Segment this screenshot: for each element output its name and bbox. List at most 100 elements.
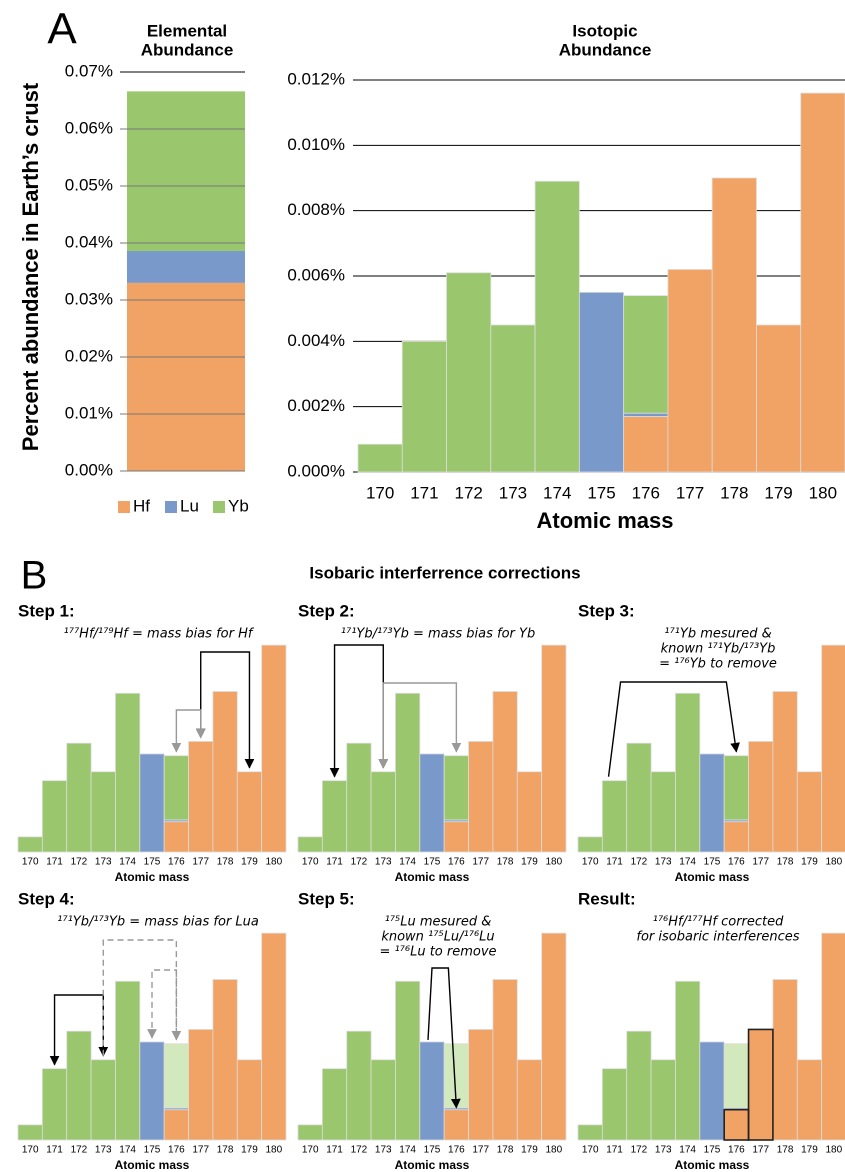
x-tick-label: 171 <box>606 857 623 868</box>
bar-segment <box>821 644 845 853</box>
y-tick-label: 0.04% <box>65 232 113 251</box>
legend-swatch <box>165 501 177 513</box>
bar-segment <box>41 780 68 853</box>
x-tick-label: 176 <box>448 857 465 868</box>
x-tick-label: 179 <box>241 857 258 868</box>
bar-segment <box>796 1059 823 1141</box>
arrow <box>171 709 206 753</box>
x-tick-label: 175 <box>144 857 161 868</box>
bar-segment <box>601 780 628 853</box>
bar-segment <box>127 250 245 283</box>
bar-segment <box>626 1030 652 1141</box>
arrow <box>102 939 182 1056</box>
step-annotation: ¹⁷⁶Hf/¹⁷⁷Hf corrected <box>653 915 785 930</box>
x-tick-label: 178 <box>777 1145 794 1156</box>
bar-segment <box>139 1041 165 1141</box>
x-tick-label: 172 <box>454 483 482 502</box>
bar-segment <box>492 691 518 853</box>
bar-segment <box>236 771 263 853</box>
x-tick-label: 180 <box>545 1145 562 1156</box>
x-tick-label: 173 <box>95 857 112 868</box>
bar-segment <box>541 644 567 853</box>
x-tick-label: 177 <box>192 1145 209 1156</box>
x-tick-label: 174 <box>679 857 696 868</box>
bar-segment <box>443 821 469 853</box>
bar-segment <box>401 340 447 473</box>
y-tick-label: 0.010% <box>287 135 345 154</box>
x-tick-label: 175 <box>704 857 721 868</box>
x-tick-label: 180 <box>809 483 837 502</box>
x-tick-label: 180 <box>265 1145 282 1156</box>
x-axis-label: Atomic mass <box>675 1158 750 1172</box>
x-tick-label: 176 <box>728 857 745 868</box>
x-tick-label: 177 <box>752 857 769 868</box>
step-annotation: = ¹⁷⁶Yb to remove <box>659 657 777 672</box>
x-tick-label: 172 <box>631 857 648 868</box>
bar-segment <box>443 755 469 821</box>
x-tick-label: 173 <box>655 1145 672 1156</box>
x-tick-label: 174 <box>679 1145 696 1156</box>
step-annotation: ¹⁷¹Yb/¹⁷³Yb = mass bias for Lua <box>57 915 259 930</box>
x-tick-label: 170 <box>302 1145 319 1156</box>
bar-segment <box>577 1124 603 1141</box>
x-tick-label: 170 <box>302 857 319 868</box>
bar-segment <box>492 979 518 1141</box>
x-tick-label: 172 <box>351 1145 368 1156</box>
bar-segment <box>821 932 845 1141</box>
step-annotation: ¹⁷¹Yb/¹⁷³Yb = mass bias for Yb <box>341 627 535 642</box>
x-tick-label: 171 <box>326 857 343 868</box>
x-tick-label: 174 <box>119 857 136 868</box>
bar-segment <box>163 1043 189 1109</box>
x-tick-label: 172 <box>631 1145 648 1156</box>
x-tick-label: 178 <box>720 483 748 502</box>
x-tick-label: 179 <box>241 1145 258 1156</box>
bar-segment <box>623 412 669 417</box>
y-tick-label: 0.07% <box>65 61 113 80</box>
bar-segment <box>578 291 625 473</box>
y-tick-label: 0.01% <box>65 403 113 422</box>
bar-segment <box>443 1109 469 1141</box>
step-title: Step 1: <box>18 601 75 620</box>
x-tick-label: 176 <box>728 1145 745 1156</box>
bar-segment <box>90 1059 116 1141</box>
arrow <box>195 651 255 769</box>
x-tick-label: 176 <box>168 1145 185 1156</box>
step-annotation: ¹⁷⁵Lu mesured & <box>385 915 492 930</box>
legend-label: Lu <box>180 496 199 515</box>
x-tick-label: 172 <box>71 1145 88 1156</box>
x-axis-label: Atomic mass <box>115 1158 190 1172</box>
y-tick-label: 0.03% <box>65 289 113 308</box>
x-tick-label: 176 <box>448 1145 465 1156</box>
bar-segment <box>297 836 323 853</box>
x-tick-label: 179 <box>764 483 792 502</box>
bar-segment <box>17 836 43 853</box>
bar-segment <box>419 753 445 853</box>
x-axis-label: Atomic mass <box>395 870 470 884</box>
bar-segment <box>370 1059 396 1141</box>
x-tick-label: 170 <box>366 483 394 502</box>
step-title: Step 4: <box>18 889 75 908</box>
bar-segment <box>772 979 798 1141</box>
step-title: Step 3: <box>578 601 635 620</box>
x-tick-label: 175 <box>424 1145 441 1156</box>
bar-segment <box>17 1124 43 1141</box>
panel-label: B <box>21 554 48 598</box>
y-tick-label: 0.000% <box>287 461 345 480</box>
y-tick-label: 0.002% <box>287 396 345 415</box>
bar-segment <box>748 1029 774 1141</box>
chart-title: Isotopic <box>572 21 637 40</box>
x-tick-label: 170 <box>582 1145 599 1156</box>
chart-title: Abundance <box>559 40 652 59</box>
bar-segment <box>699 1041 725 1141</box>
chart-title: Abundance <box>141 40 234 59</box>
bar-segment <box>800 92 845 473</box>
x-tick-label: 177 <box>472 1145 489 1156</box>
x-tick-label: 170 <box>582 857 599 868</box>
bar-segment <box>66 1030 92 1141</box>
x-tick-label: 177 <box>472 857 489 868</box>
x-tick-label: 180 <box>265 857 282 868</box>
bar-segment <box>370 771 396 853</box>
x-tick-label: 180 <box>825 1145 842 1156</box>
bar-segment <box>748 741 774 853</box>
bar-segment <box>723 1109 749 1141</box>
